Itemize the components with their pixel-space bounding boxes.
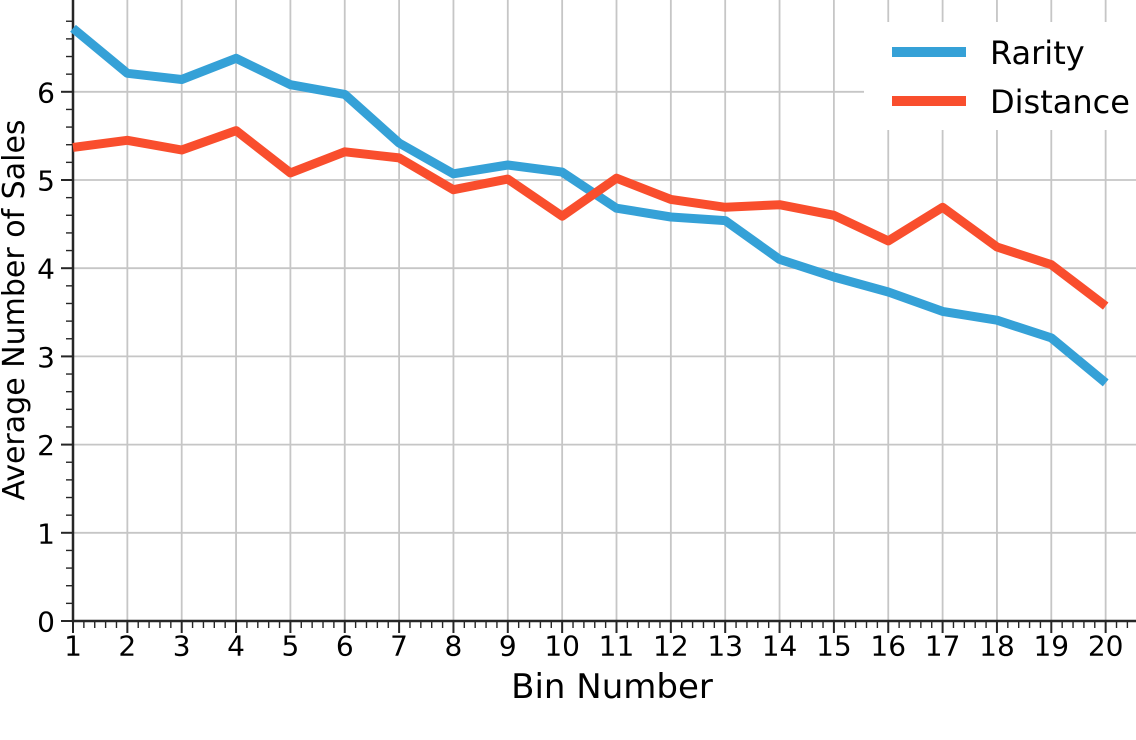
y-tick-label: 6	[37, 76, 55, 109]
x-tick-label: 15	[816, 630, 852, 663]
x-tick-label: 9	[499, 630, 517, 663]
series-line-distance	[72, 126, 1109, 310]
x-tick-label: 18	[979, 630, 1015, 663]
x-tick-label: 3	[173, 630, 191, 663]
y-tick-label: 3	[37, 341, 55, 374]
x-tick-label: 11	[599, 630, 635, 663]
x-tick-label: 13	[707, 630, 743, 663]
legend-background	[864, 22, 1136, 130]
legend-label-distance: Distance	[990, 83, 1130, 121]
x-axis-label: Bin Number	[511, 667, 713, 707]
x-tick-label: 12	[653, 630, 689, 663]
x-tick-label: 6	[336, 630, 354, 663]
y-axis-label: Average Number of Sales	[0, 119, 32, 500]
x-tick-label: 4	[227, 630, 245, 663]
y-tick-label: 0	[37, 606, 55, 639]
y-tick-label: 5	[37, 165, 55, 198]
x-tick-label: 2	[118, 630, 136, 663]
x-tick-label: 8	[445, 630, 463, 663]
y-tick-label: 2	[37, 429, 55, 462]
y-tick-label: 4	[37, 253, 55, 286]
x-tick-label: 5	[281, 630, 299, 663]
legend-label-rarity: Rarity	[990, 34, 1085, 72]
series-line-rarity	[70, 24, 1109, 387]
x-tick-label: 20	[1088, 630, 1124, 663]
x-tick-label: 1	[64, 630, 82, 663]
x-tick-label: 10	[544, 630, 580, 663]
x-tick-label: 14	[762, 630, 798, 663]
x-tick-label: 19	[1033, 630, 1069, 663]
x-tick-label: 7	[390, 630, 408, 663]
y-tick-label: 1	[37, 517, 55, 550]
x-tick-label: 17	[925, 630, 961, 663]
x-tick-label: 16	[870, 630, 906, 663]
